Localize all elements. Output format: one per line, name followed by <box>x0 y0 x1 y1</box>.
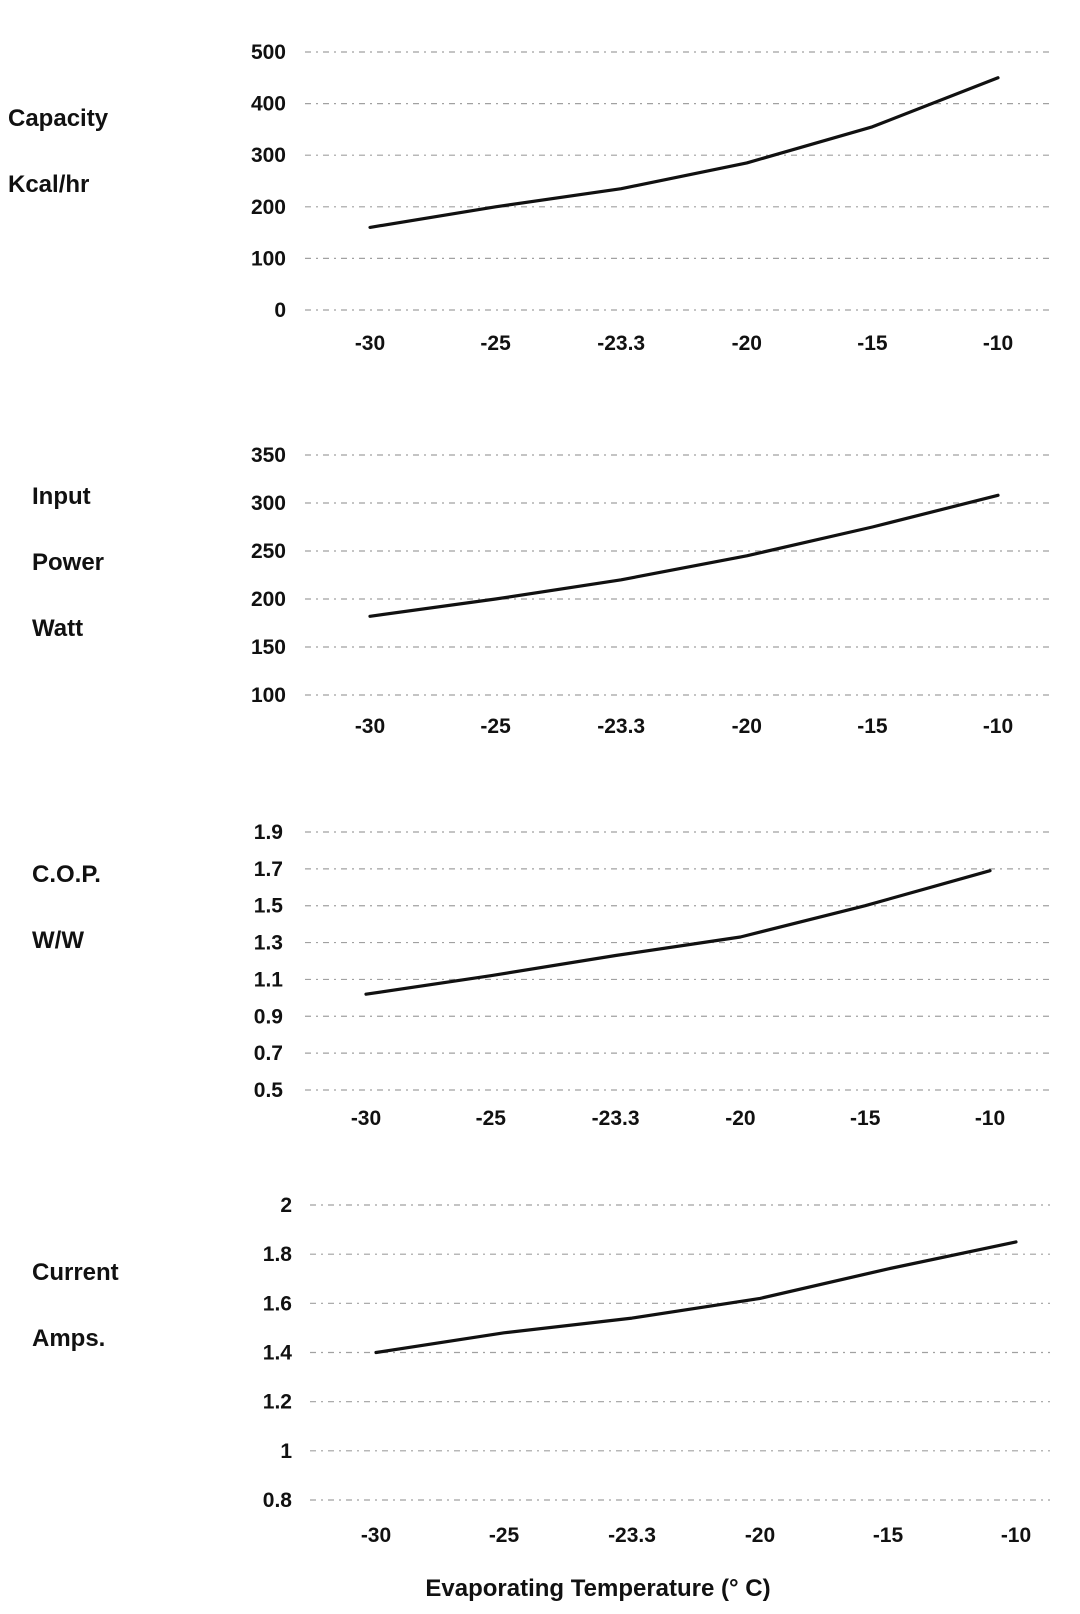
y-tick-label: 1.8 <box>263 1243 293 1266</box>
y-tick-label: 350 <box>251 444 286 467</box>
x-axis-title: Evaporating Temperature (° C) <box>425 1575 770 1602</box>
y-tick-label: 0.7 <box>254 1042 283 1065</box>
chart-panel-4: 0.8 1 1.2 1.4 1.6 1.8 2 -30 -25 -23.3 -20 -15 -10 Cur… <box>32 1194 1050 1547</box>
y-tick-label: 1.6 <box>263 1292 292 1315</box>
x-tick-label: -30 <box>361 1524 391 1547</box>
x-tick-label: -25 <box>480 715 511 738</box>
x-tick-label: -10 <box>983 332 1013 355</box>
y-tick-label: 0.5 <box>254 1079 284 1102</box>
y-axis-label: Amps. <box>32 1325 105 1352</box>
chart-panel-3: 0.5 0.7 0.9 1.1 1.3 1.5 1.7 1.9 -30 -25 -23.3 -20 -1… <box>32 821 1050 1130</box>
x-tick-label: -20 <box>745 1524 775 1547</box>
series-line <box>368 76 1000 229</box>
y-tick-label: 1.2 <box>263 1391 292 1414</box>
x-tick-label: -25 <box>489 1524 520 1547</box>
y-axis-label: Input <box>32 483 91 510</box>
y-tick-label: 500 <box>251 41 286 64</box>
x-tick-label: -20 <box>732 715 762 738</box>
y-tick-label: 0.8 <box>263 1489 293 1512</box>
x-tick-label: -15 <box>857 332 888 355</box>
y-axis-label: Watt <box>32 615 83 642</box>
y-axis-label: Kcal/hr <box>8 171 89 198</box>
y-tick-label: 1.1 <box>254 968 284 991</box>
y-tick-label: 1.4 <box>263 1342 293 1365</box>
y-tick-label: 300 <box>251 144 286 167</box>
x-tick-label: -23.3 <box>597 715 645 738</box>
y-axis-label: Power <box>32 549 104 576</box>
chart-panels: 0 100 200 300 400 500 -30 -25 -23.3 -20 -15 -10 Capa… <box>8 41 1050 1547</box>
y-tick-label: 1.9 <box>254 821 283 844</box>
y-tick-label: 200 <box>251 588 286 611</box>
x-tick-label: -15 <box>850 1107 881 1130</box>
y-tick-label: 400 <box>251 93 286 116</box>
x-tick-label: -25 <box>476 1107 507 1130</box>
y-tick-label: 2 <box>280 1194 292 1217</box>
x-tick-label: -20 <box>732 332 762 355</box>
x-tick-label: -30 <box>351 1107 381 1130</box>
y-tick-label: 150 <box>251 636 286 659</box>
series-line <box>368 493 1000 618</box>
y-axis-label: W/W <box>32 927 84 954</box>
y-tick-label: 300 <box>251 492 286 515</box>
y-tick-label: 0 <box>274 299 286 322</box>
y-axis-label: C.O.P. <box>32 861 101 888</box>
x-tick-label: -23.3 <box>592 1107 640 1130</box>
x-tick-label: -23.3 <box>597 332 645 355</box>
x-tick-label: -30 <box>355 332 385 355</box>
x-tick-label: -10 <box>1001 1524 1031 1547</box>
x-tick-label: -10 <box>983 715 1013 738</box>
y-tick-label: 1 <box>280 1440 292 1463</box>
chart-panel-1: 0 100 200 300 400 500 -30 -25 -23.3 -20 -15 -10 Capa… <box>8 41 1050 355</box>
y-tick-label: 1.7 <box>254 858 283 881</box>
x-tick-label: -25 <box>480 332 511 355</box>
y-tick-label: 250 <box>251 540 286 563</box>
chart-panel-2: 100 150 200 250 300 350 -30 -25 -23.3 -20 -15 -10 In… <box>32 444 1050 738</box>
y-axis-label: Capacity <box>8 105 109 132</box>
y-tick-label: 100 <box>251 247 286 270</box>
x-tick-label: -15 <box>857 715 888 738</box>
y-tick-label: 1.5 <box>254 895 284 918</box>
x-tick-label: -10 <box>975 1107 1005 1130</box>
series-line <box>374 1240 1018 1355</box>
x-tick-label: -20 <box>725 1107 755 1130</box>
y-tick-label: 100 <box>251 684 286 707</box>
series-line <box>364 869 992 996</box>
y-axis-label: Current <box>32 1259 119 1286</box>
x-tick-label: -23.3 <box>608 1524 656 1547</box>
y-tick-label: 0.9 <box>254 1005 283 1028</box>
x-tick-label: -30 <box>355 715 385 738</box>
y-tick-label: 1.3 <box>254 932 283 955</box>
x-tick-label: -15 <box>873 1524 904 1547</box>
y-tick-label: 200 <box>251 196 286 219</box>
